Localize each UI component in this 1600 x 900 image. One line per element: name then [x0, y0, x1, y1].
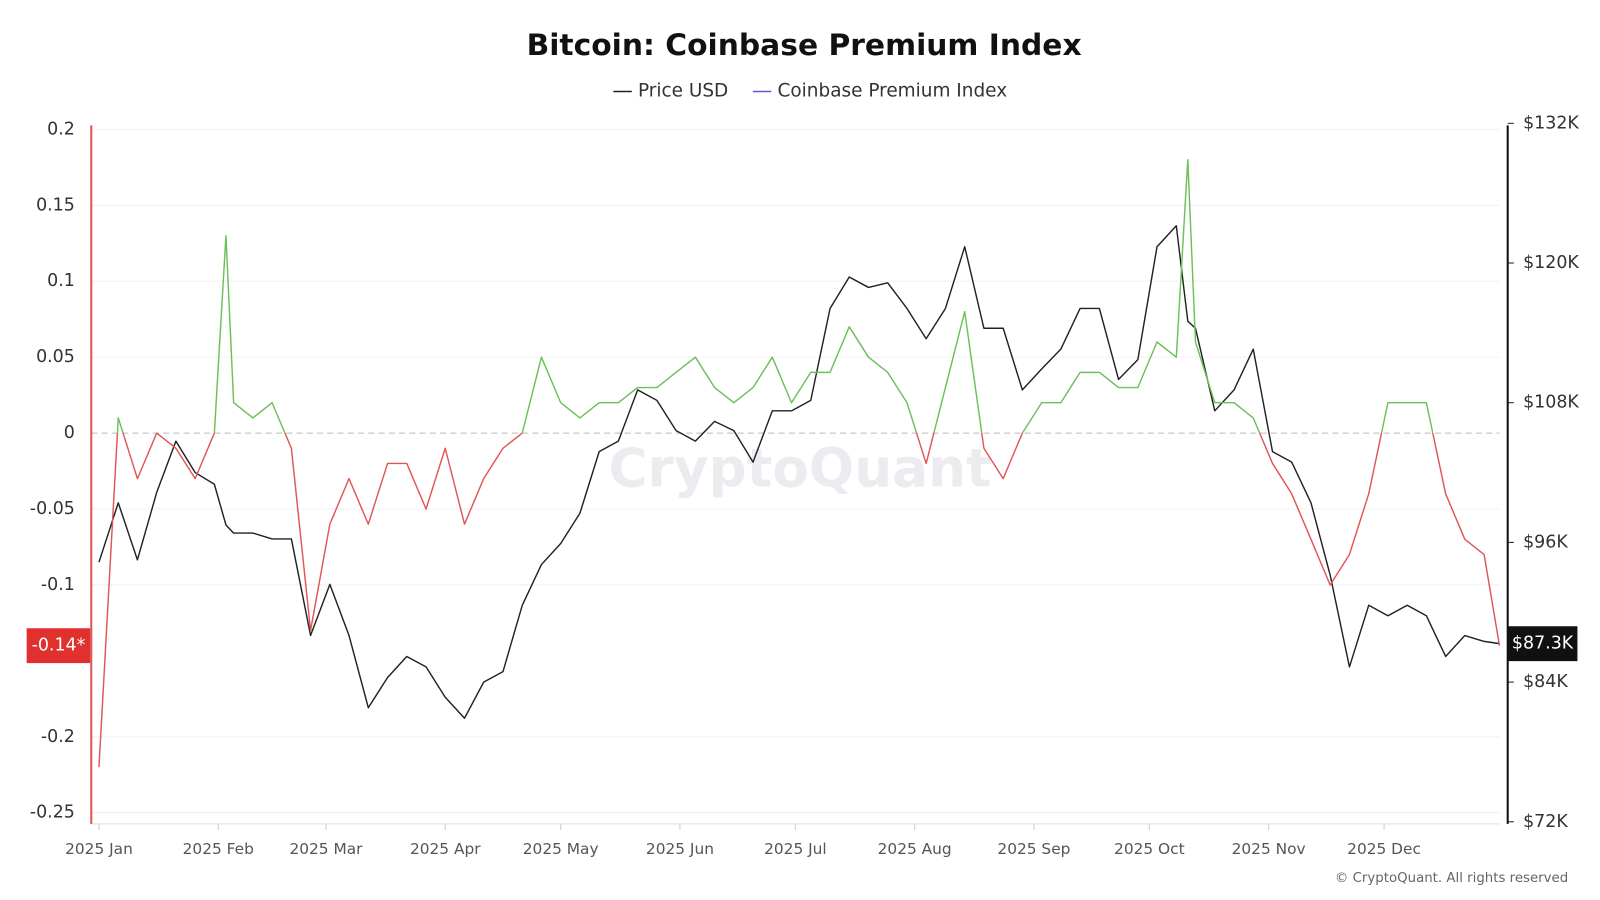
x-tick-label: 2025 Nov: [1232, 840, 1306, 858]
x-tick-label: 2025 Jul: [764, 840, 827, 858]
watermark: CryptoQuant: [608, 437, 991, 500]
y-tick-label: -0.05: [30, 499, 75, 519]
y2-marker-label: $87.3K: [1512, 634, 1574, 654]
y2-tick-label: $96K: [1523, 532, 1568, 552]
y-tick-label: 0.05: [36, 347, 75, 367]
y-tick-label: 0: [64, 423, 75, 443]
x-tick-label: 2025 Apr: [410, 840, 481, 858]
y2-marker-box: [1507, 626, 1578, 662]
y-tick-label: 0.1: [47, 271, 75, 291]
x-tick-label: 2025 Aug: [878, 840, 952, 858]
y-tick-label: -0.2: [41, 727, 75, 747]
y-tick-label: -0.25: [30, 803, 75, 823]
y2-tick-label: $120K: [1523, 253, 1579, 273]
y2-tick-label: $72K: [1523, 812, 1568, 832]
y-marker-label: -0.14*: [32, 636, 86, 656]
y2-tick-label: $84K: [1523, 672, 1568, 692]
y-marker-box: [26, 628, 91, 664]
x-tick-label: 2025 Sep: [997, 840, 1070, 858]
price-line: [98, 225, 1500, 719]
x-tick-label: 2025 Mar: [289, 840, 363, 858]
premium-line-negative: [98, 433, 1501, 768]
premium-line-positive: [116, 159, 1434, 434]
x-tick-label: 2025 Oct: [1114, 840, 1185, 858]
x-tick-label: 2025 Jan: [65, 840, 133, 858]
x-tick-label: 2025 May: [523, 840, 599, 858]
y2-tick-label: $108K: [1523, 393, 1579, 413]
legend: Price USD Coinbase Premium Index: [613, 81, 1007, 102]
y-tick-label: -0.1: [41, 575, 75, 595]
y2-tick-label: $132K: [1523, 113, 1579, 133]
y-tick-label: 0.2: [47, 119, 75, 139]
y-tick-label: 0.15: [36, 195, 75, 215]
legend-label: Price USD: [638, 81, 728, 102]
x-tick-label: 2025 Jun: [646, 840, 714, 858]
x-tick-label: 2025 Feb: [183, 840, 254, 858]
legend-label: Coinbase Premium Index: [777, 81, 1007, 102]
copyright: © CryptoQuant. All rights reserved: [1335, 871, 1568, 886]
x-tick-label: 2025 Dec: [1347, 840, 1421, 858]
chart-title: Bitcoin: Coinbase Premium Index: [527, 28, 1082, 63]
